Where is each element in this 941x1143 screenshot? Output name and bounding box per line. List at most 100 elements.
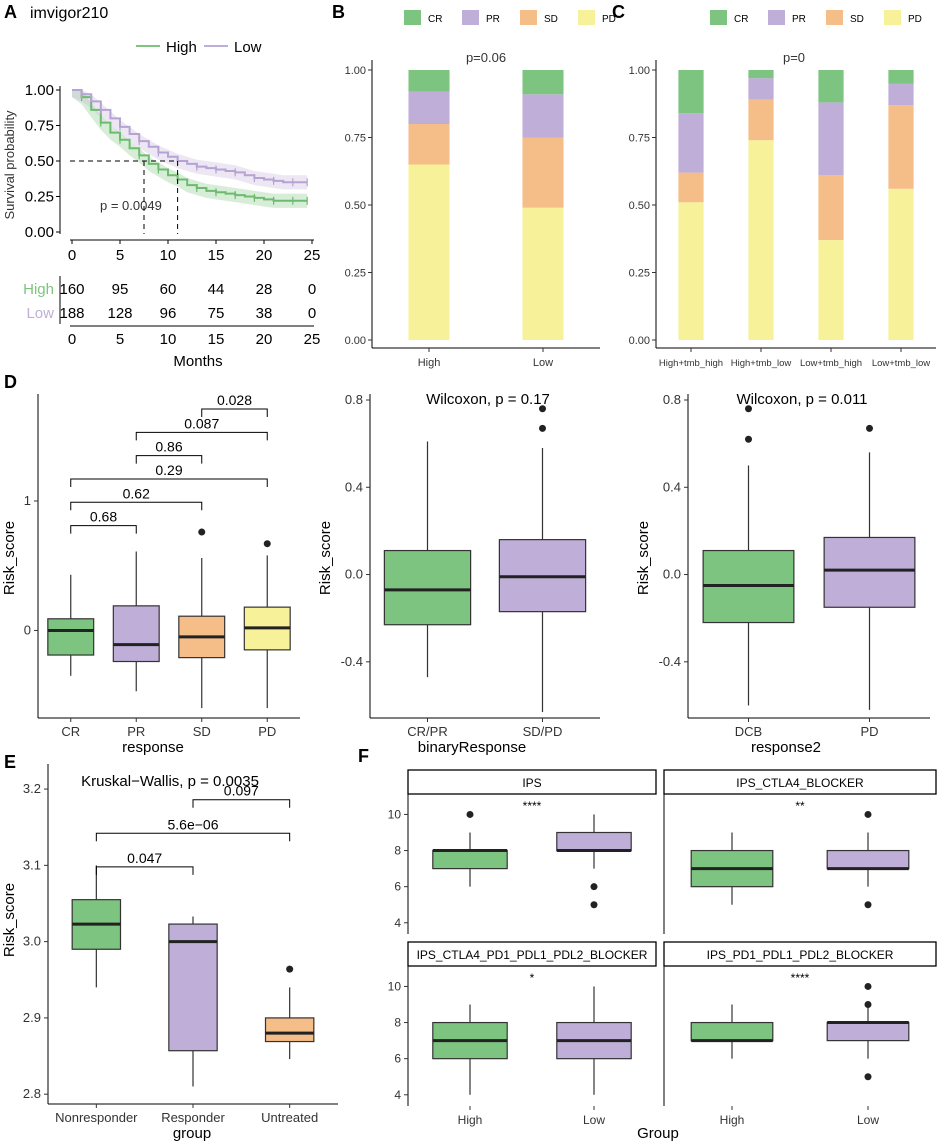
- risk-table-count: 28: [256, 281, 273, 298]
- box-outlier: [286, 965, 294, 973]
- risk-table-count: 128: [107, 305, 132, 322]
- legend-label-sd: SD: [850, 14, 864, 25]
- legend-swatch-pd: [884, 10, 901, 25]
- risk-table-count: 44: [208, 281, 225, 298]
- y-tick-label: 3.2: [23, 781, 41, 796]
- comparison-bracket: [135, 431, 268, 441]
- y-tick-label: 2.9: [23, 1010, 41, 1025]
- panel-b-pvalue: p=0.06: [466, 50, 506, 65]
- box-high: [690, 1021, 774, 1042]
- comparison-bracket: [201, 408, 268, 418]
- risk-table-x-tick-label: 25: [304, 331, 321, 348]
- y-tick-label: 2.8: [23, 1086, 41, 1101]
- box-cr: [47, 618, 95, 656]
- facet-ips-ctla4-blocker: IPS_CTLA4_BLOCKER **: [663, 769, 937, 934]
- risk-table-row-label: High: [23, 281, 54, 298]
- panel-a-x-tick-label: 20: [256, 247, 273, 264]
- box-outlier: [745, 435, 752, 443]
- comparison-pvalue: 0.29: [155, 462, 182, 478]
- bar-segment-sd: [748, 99, 774, 141]
- box-outlier: [263, 540, 271, 548]
- y-tick-label: 10: [388, 979, 402, 993]
- bar-segment-pr: [748, 78, 774, 100]
- facet-title: IPS_CTLA4_PD1_PDL1_PDL2_BLOCKER: [417, 948, 648, 962]
- y-tick-label: 0.75: [345, 133, 366, 145]
- bar-segment-cr: [818, 70, 844, 103]
- y-tick-label: 0.00: [629, 335, 650, 347]
- comparison-bracket: [192, 799, 291, 808]
- facet-significance: **: [795, 799, 805, 813]
- y-tick-label: -0.4: [341, 654, 363, 669]
- comparison-bracket: [70, 501, 203, 511]
- y-tick-label: 0.4: [663, 479, 681, 494]
- panel-d1-xlabel: response: [122, 739, 184, 756]
- risk-table-count: 0: [308, 305, 316, 322]
- panel-a-x-tick-label: 5: [116, 247, 124, 264]
- bar-segment-pr: [678, 113, 704, 173]
- panel-d3-xlabel: response2: [751, 739, 821, 756]
- panel-a-y-tick-label: 0.25: [25, 189, 54, 206]
- comparison-pvalue: 0.047: [127, 850, 162, 866]
- bar-segment-cr: [678, 70, 704, 114]
- panel-letter-b: B: [332, 2, 345, 22]
- x-tick-label: CR/PR: [407, 724, 447, 739]
- x-tick-label: High: [720, 1113, 745, 1127]
- x-tick-label: Low+tmb_low: [872, 358, 930, 369]
- comparison-pvalue: 0.86: [155, 439, 182, 455]
- y-tick-label: 0.4: [345, 479, 363, 494]
- y-tick-label: 1: [24, 493, 31, 508]
- y-tick-label: 0.25: [629, 268, 650, 280]
- box-outlier: [539, 405, 546, 413]
- facet-title: IPS: [522, 776, 541, 790]
- legend-swatch-sd: [826, 10, 843, 25]
- x-tick-label: DCB: [735, 724, 762, 739]
- facet-strip: [663, 769, 937, 795]
- x-tick-label: PD: [258, 724, 276, 739]
- legend-label-pd: PD: [908, 14, 922, 25]
- panel-c-pvalue: p=0: [783, 50, 805, 65]
- bar-segment-pr: [888, 83, 914, 106]
- comparison-pvalue: 0.68: [90, 509, 117, 525]
- y-tick-label: 0.0: [345, 567, 363, 582]
- risk-table-count: 96: [160, 305, 177, 322]
- comparison-pvalue: 5.6e−06: [168, 816, 219, 832]
- x-tick-label: Low+tmb_high: [800, 358, 862, 369]
- panel-d2-test: Wilcoxon, p = 0.17: [426, 391, 550, 408]
- risk-table-row-label: Low: [26, 305, 54, 322]
- risk-table-count: 95: [112, 281, 129, 298]
- box-low: [556, 831, 632, 852]
- legend-low-label: Low: [234, 39, 262, 56]
- panel-letter-e: E: [4, 752, 16, 772]
- panel-a-y-tick-label: 0.75: [25, 118, 54, 135]
- bar-segment-cr: [522, 70, 564, 95]
- box-low: [826, 1021, 910, 1042]
- x-tick-label: PD: [860, 724, 878, 739]
- y-tick-label: 6: [394, 880, 401, 894]
- bar-segment-pr: [818, 102, 844, 176]
- panel-d2-xlabel: binaryResponse: [418, 739, 526, 756]
- box-pr: [112, 605, 160, 663]
- box-responder: [168, 923, 218, 1052]
- risk-table-x-tick-label: 10: [160, 331, 177, 348]
- x-tick-label: Nonresponder: [55, 1110, 138, 1125]
- risk-table-x-tick-label: 5: [116, 331, 124, 348]
- survival-curve-high: [72, 89, 308, 202]
- y-tick-label: 1.00: [629, 65, 650, 77]
- legend-swatch-cr: [404, 10, 421, 25]
- bar-segment-pr: [408, 91, 450, 124]
- facet-ips-pd1-pdl1-pdl2-blocker: IPS_PD1_PDL1_PDL2_BLOCKER High Low ****: [663, 941, 937, 1127]
- facet-strip: [663, 941, 937, 967]
- facet-significance: ****: [523, 799, 542, 813]
- x-tick-label: PR: [127, 724, 145, 739]
- panel-a-y-tick-label: 0.00: [25, 224, 54, 241]
- box-outlier: [864, 1073, 872, 1081]
- legend-high-label: High: [166, 39, 197, 56]
- box-low: [826, 849, 910, 870]
- facet-significance: ****: [791, 971, 810, 985]
- y-tick-label: 1.00: [345, 65, 366, 77]
- panel-a-ylabel: Survival probability: [2, 110, 17, 220]
- bar-segment-sd: [522, 137, 564, 208]
- risk-table-count: 160: [59, 281, 84, 298]
- legend-label-cr: CR: [734, 14, 748, 25]
